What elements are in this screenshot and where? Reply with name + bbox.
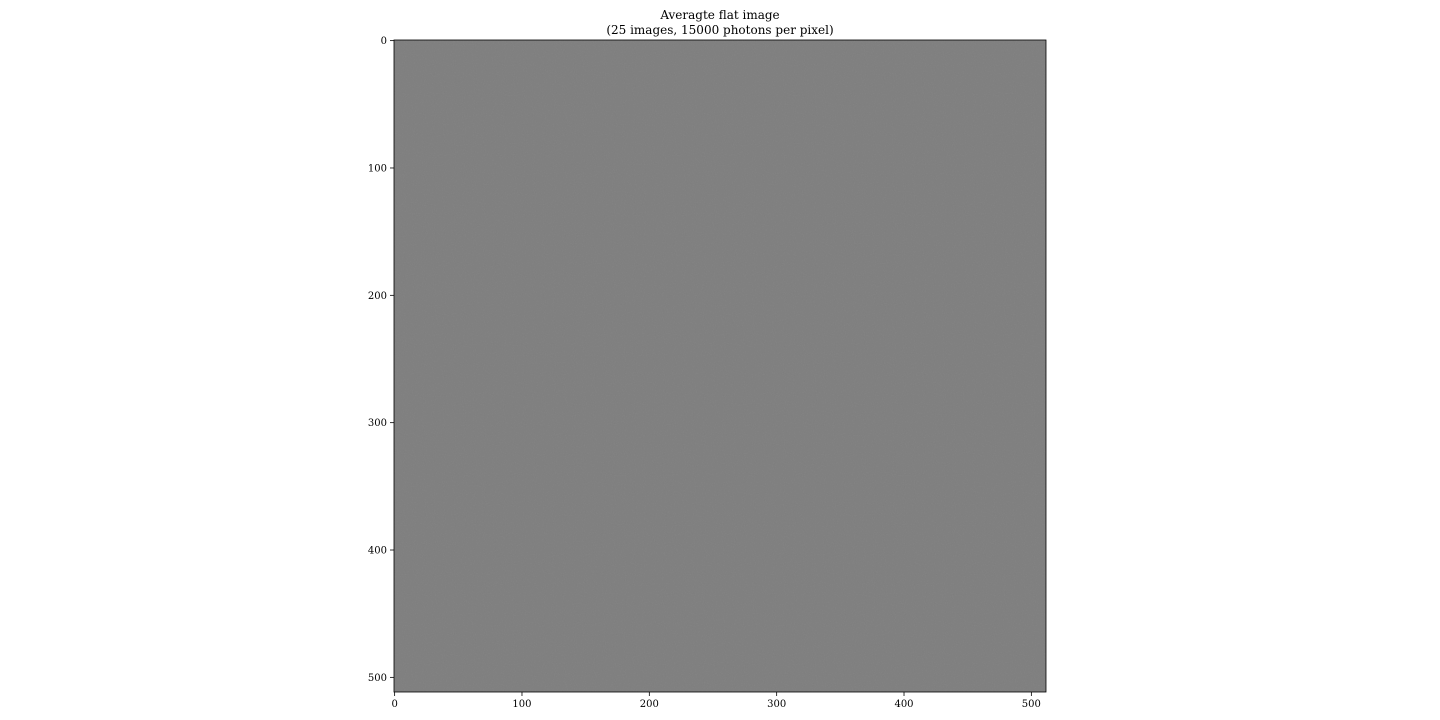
- x-tick-label: 0: [391, 699, 397, 710]
- axes-frame: [393, 39, 1047, 693]
- plot-area: [393, 39, 1047, 693]
- chart-title-text: Averagte flat image: [659, 8, 779, 22]
- y-tick-label: 500: [368, 673, 387, 684]
- x-tick-label: 200: [640, 699, 659, 710]
- x-tick-label: 100: [512, 699, 531, 710]
- y-axis: 0 100 200 300 400 500: [368, 36, 394, 684]
- y-tick-label: 300: [368, 418, 387, 429]
- y-tick-label: 200: [368, 291, 387, 302]
- flat-image-noise: [394, 40, 1046, 692]
- y-tick-label: 100: [368, 163, 387, 174]
- chart-title: Averagte flat image (25 images, 15000 ph…: [606, 8, 833, 37]
- y-tick-label: 400: [368, 546, 387, 557]
- x-axis: 0 100 200 300 400 500: [391, 692, 1041, 710]
- chart-subtitle-text: (25 images, 15000 photons per pixel): [606, 23, 833, 37]
- y-tick-label: 0: [381, 36, 387, 47]
- x-tick-label: 400: [894, 699, 913, 710]
- x-tick-label: 300: [767, 699, 786, 710]
- x-tick-label: 500: [1022, 699, 1041, 710]
